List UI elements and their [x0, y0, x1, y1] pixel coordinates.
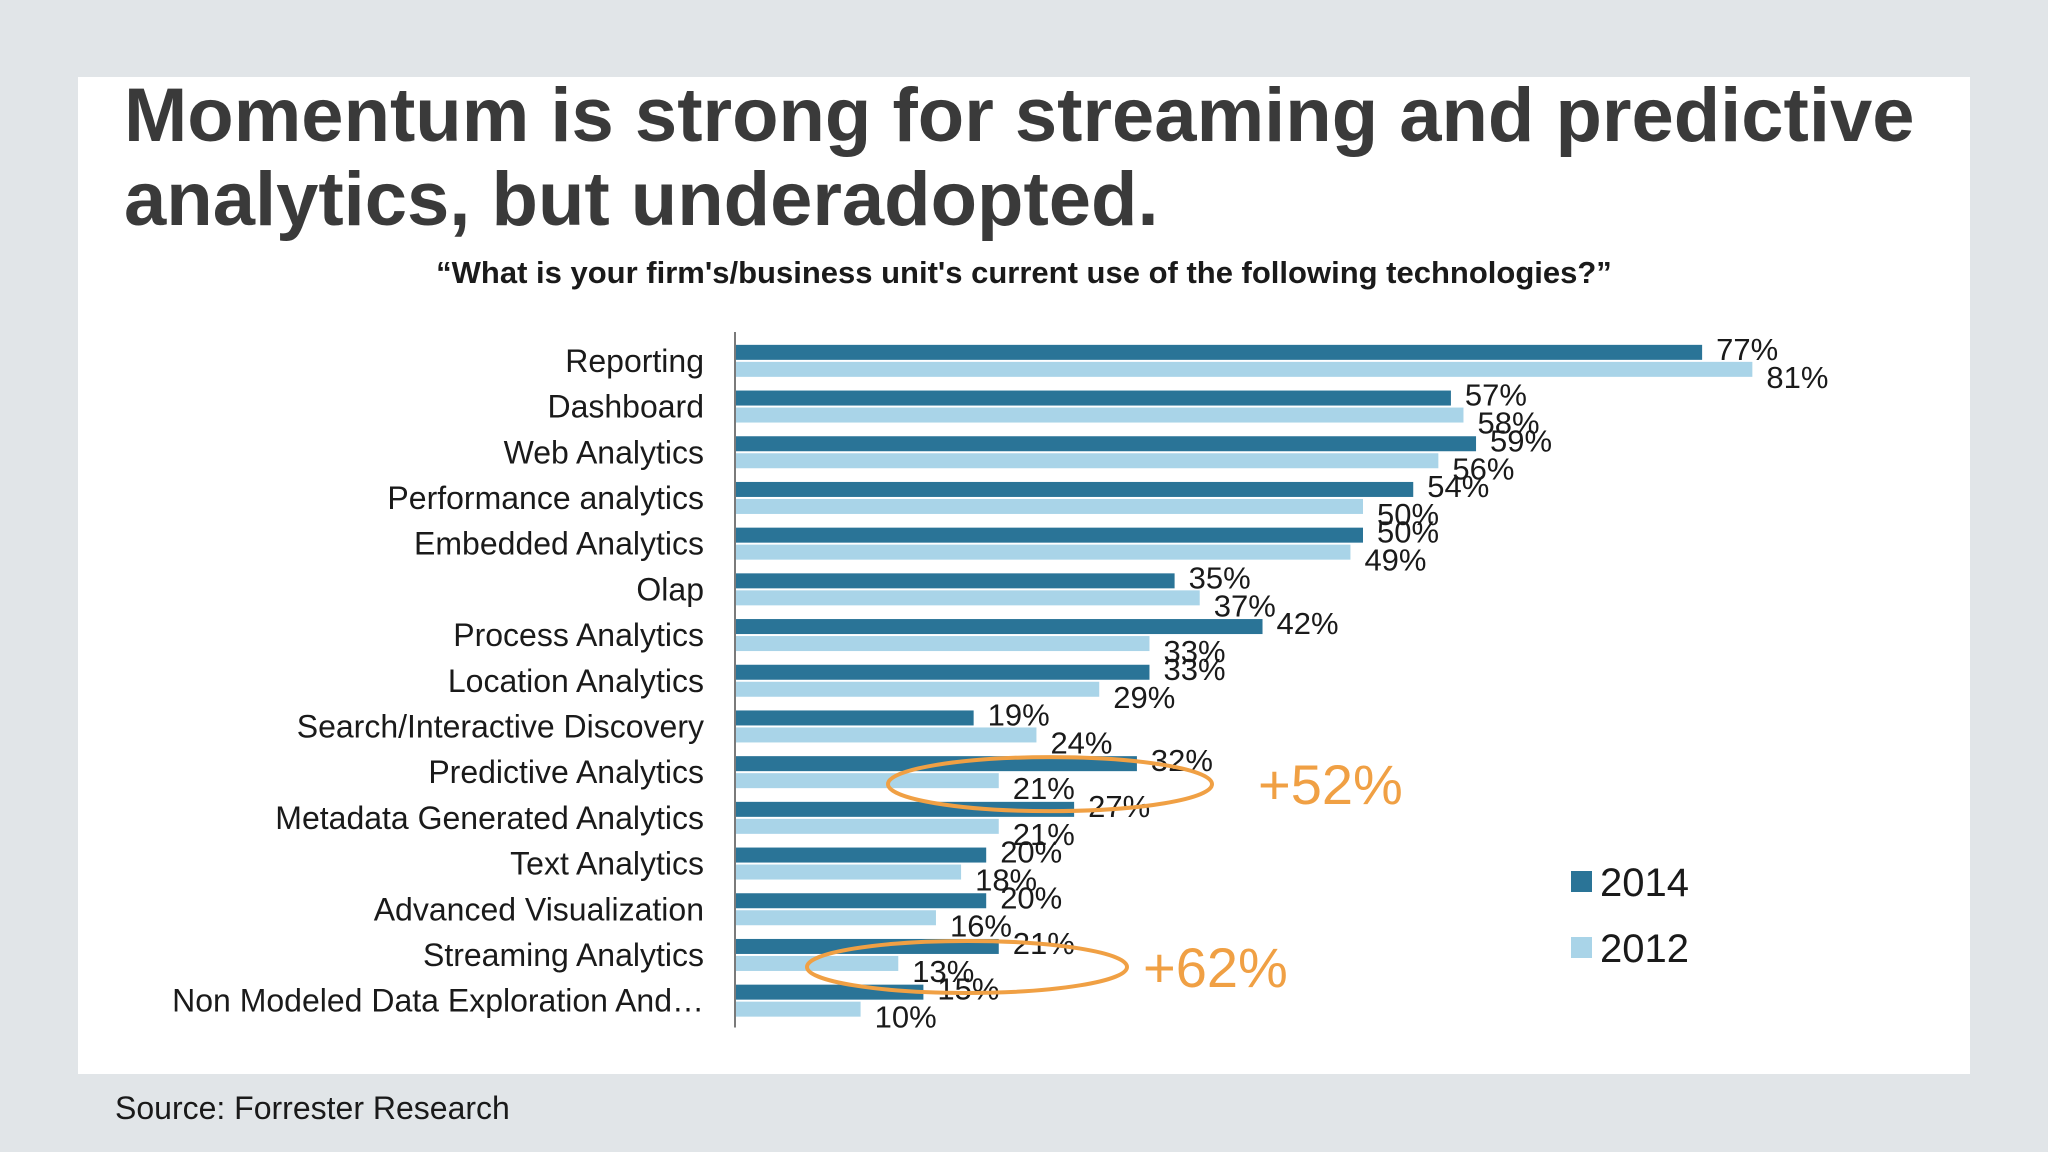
data-label-2012: 24%	[1050, 725, 1112, 760]
legend-label: 2012	[1600, 927, 1689, 971]
bar-2012	[735, 590, 1200, 606]
data-label-2014: 50%	[1377, 515, 1439, 550]
category-label: Text Analytics	[510, 846, 704, 882]
data-label-2014: 35%	[1189, 560, 1251, 595]
category-label: Embedded Analytics	[414, 526, 704, 562]
bar-2012	[735, 727, 1037, 743]
bar-2014	[735, 573, 1175, 589]
category-label: Web Analytics	[504, 434, 704, 470]
bar-2012	[735, 544, 1351, 560]
data-label-2012: 33%	[1163, 634, 1225, 669]
data-label-2012: 37%	[1214, 588, 1276, 623]
data-label-2012: 10%	[875, 1000, 937, 1035]
legend-swatch	[1571, 871, 1592, 892]
bar-2014	[735, 344, 1703, 360]
category-label: Non Modeled Data Exploration And…	[172, 983, 704, 1019]
bar-2012	[735, 818, 999, 834]
data-label-2012: 16%	[950, 908, 1012, 943]
data-label-2014: 77%	[1716, 332, 1778, 367]
data-label-2012: 50%	[1377, 497, 1439, 532]
data-label-2012: 18%	[975, 863, 1037, 898]
data-label-2014: 59%	[1490, 423, 1552, 458]
legend-label: 2014	[1600, 861, 1689, 905]
annotation-ellipse	[886, 755, 1214, 814]
data-label-2012: 56%	[1452, 451, 1514, 486]
category-label: Search/Interactive Discovery	[297, 708, 704, 744]
chart-title: “What is your firm's/business unit's cur…	[436, 255, 1612, 290]
data-label-2014: 42%	[1277, 606, 1339, 641]
data-label-2012: 29%	[1113, 680, 1175, 715]
data-label-2014: 32%	[1151, 743, 1213, 778]
category-label: Streaming Analytics	[423, 937, 704, 973]
category-label: Olap	[636, 571, 704, 607]
data-label-2012: 13%	[912, 954, 974, 989]
category-label: Location Analytics	[448, 663, 704, 699]
bar-2012	[735, 407, 1464, 423]
data-label-2012: 49%	[1364, 543, 1426, 578]
data-label-2014: 57%	[1465, 378, 1527, 413]
category-label: Process Analytics	[453, 617, 704, 653]
data-label-2014: 20%	[1000, 880, 1062, 915]
category-label: Advanced Visualization	[374, 891, 704, 927]
slide-title: Momentum is strong for streaming and pre…	[124, 74, 1944, 242]
bar-2012	[735, 453, 1439, 469]
bar-2014	[735, 481, 1414, 497]
data-label-2012: 58%	[1477, 406, 1539, 441]
legend-swatch	[1571, 937, 1592, 958]
bar-2012	[735, 773, 999, 789]
category-label: Dashboard	[547, 389, 704, 425]
data-label-2014: 54%	[1427, 469, 1489, 504]
bar-2012	[735, 636, 1150, 652]
bar-2014	[735, 619, 1263, 635]
category-label: Metadata Generated Analytics	[275, 800, 704, 836]
category-label: Performance analytics	[387, 480, 704, 516]
bar-2014	[735, 664, 1150, 680]
bar-2012	[735, 361, 1753, 377]
bar-2014	[735, 710, 974, 726]
bar-2014	[735, 436, 1477, 452]
annotation-label: +62%	[1143, 936, 1288, 999]
data-label-2014: 33%	[1163, 652, 1225, 687]
data-label-2014: 20%	[1000, 835, 1062, 870]
bar-2012	[735, 955, 899, 971]
bar-2012	[735, 910, 936, 926]
annotation-label: +52%	[1258, 753, 1403, 816]
bar-2014	[735, 390, 1451, 406]
data-label-2012: 81%	[1766, 360, 1828, 395]
annotation-ellipse	[805, 938, 1129, 995]
bar-2014	[735, 847, 987, 863]
bar-2014	[735, 893, 987, 909]
title-line-1: Momentum is strong for streaming and pre…	[124, 73, 1915, 158]
data-label-2012: 21%	[1013, 817, 1075, 852]
category-label: Reporting	[565, 343, 704, 379]
data-label-2014: 19%	[988, 697, 1050, 732]
title-line-2: analytics, but underadopted.	[124, 157, 1159, 242]
category-label: Predictive Analytics	[428, 754, 704, 790]
bar-2014	[735, 527, 1363, 543]
bar-2012	[735, 1001, 861, 1017]
bar-2012	[735, 864, 962, 880]
data-label-2014: 15%	[937, 972, 999, 1007]
bar-2014	[735, 801, 1075, 817]
bar-2012	[735, 681, 1100, 697]
source-note: Source: Forrester Research	[115, 1090, 510, 1126]
data-label-2012: 21%	[1013, 771, 1075, 806]
bar-2012	[735, 498, 1363, 514]
